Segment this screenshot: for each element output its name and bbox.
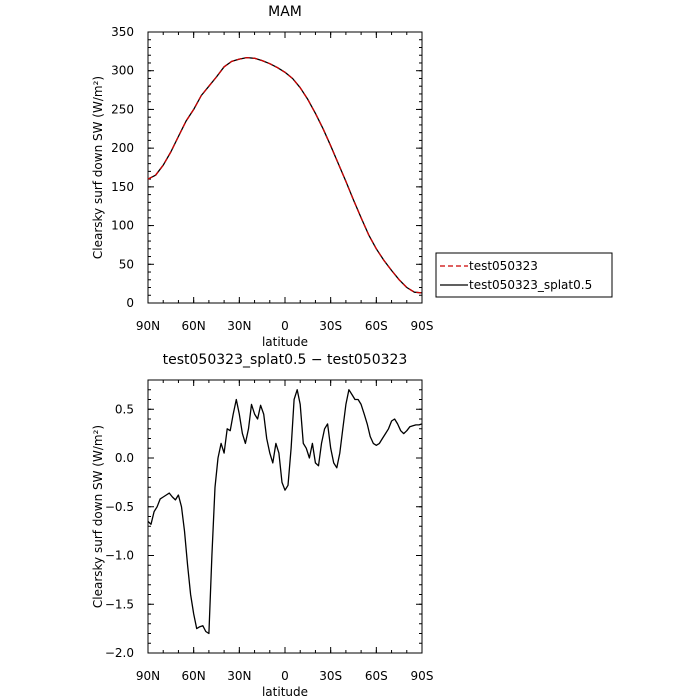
x-tick-label: 30N: [227, 669, 251, 683]
x-axis-title: latitude: [262, 685, 308, 699]
y-tick-label: 100: [111, 219, 134, 233]
x-tick-label: 60S: [365, 319, 388, 333]
y-tick-label: 300: [111, 64, 134, 78]
series-line-2: [147, 56, 423, 294]
plot-frame: [147, 379, 423, 654]
series-line-1: [147, 389, 423, 635]
x-tick-label: 30S: [319, 669, 342, 683]
x-tick-label: 0: [281, 319, 289, 333]
y-tick-label: 0.0: [115, 451, 134, 465]
x-tick-label: 0: [281, 669, 289, 683]
x-tick-label: 30S: [319, 319, 342, 333]
chart-panel-1: 0 50 100 150 200 250 300 350 90N 60N 30N 0 30S 60S 90S…: [91, 4, 613, 349]
y-tick-label: 50: [119, 257, 134, 271]
y-axis-title: Clearsky surf down SW (W/m²): [91, 425, 105, 608]
legend: test050323 test050323_splat0.5: [435, 252, 613, 298]
legend-label-1: test050323: [469, 259, 538, 273]
y-tick-label: −2.0: [105, 646, 134, 660]
x-tick-label: 60S: [365, 669, 388, 683]
y-tick-label: 250: [111, 102, 134, 116]
chart-title: MAM: [268, 4, 302, 20]
y-tick-label: 350: [111, 25, 134, 39]
x-tick-label: 90N: [136, 319, 160, 333]
x-tick-label: 90S: [411, 319, 434, 333]
x-tick-label: 90N: [136, 669, 160, 683]
chart-title: test050323_splat0.5 − test050323: [163, 352, 408, 368]
x-tick-label: 30N: [227, 319, 251, 333]
y-axis-title: Clearsky surf down SW (W/m²): [91, 76, 105, 259]
legend-box: [435, 252, 613, 298]
x-axis-title: latitude: [262, 335, 308, 349]
y-tick-label: −1.5: [105, 597, 134, 611]
y-tick-label: 150: [111, 180, 134, 194]
y-tick-label: −1.0: [105, 549, 134, 563]
y-tick-label: 0.5: [115, 402, 134, 416]
chart-panel-2: −2.0 −1.5 −1.0 −0.5 0.0 0.5 90N 60N 30N 0 30S 60S 90…: [91, 352, 433, 699]
x-tick-label: 60N: [182, 669, 206, 683]
y-tick-label: −0.5: [105, 500, 134, 514]
x-tick-label: 60N: [182, 319, 206, 333]
y-tick-label: 200: [111, 141, 134, 155]
y-tick-label: 0: [126, 296, 134, 310]
x-tick-label: 90S: [411, 669, 434, 683]
legend-label-2: test050323_splat0.5: [469, 278, 592, 292]
series-line-1: [147, 56, 423, 294]
